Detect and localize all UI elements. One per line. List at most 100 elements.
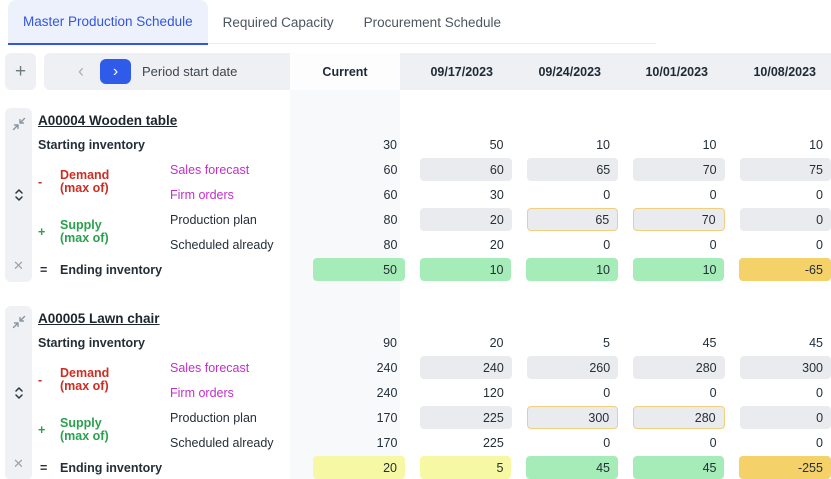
production-plan-row: Production plan 170 225 300 280 0: [32, 405, 831, 430]
chevron-right-icon: ›: [112, 62, 119, 80]
minus-sign: -: [38, 175, 43, 189]
production-plan-row: Production plan 80 20 65 70 0: [32, 207, 831, 232]
sales-forecast-cell[interactable]: 60: [420, 158, 512, 181]
ending-inventory-cell: 10: [419, 258, 512, 281]
sales-forecast-cell[interactable]: 65: [526, 158, 619, 181]
product-title[interactable]: A00005 Lawn chair: [38, 310, 160, 326]
add-product-button[interactable]: +: [5, 53, 36, 90]
next-period-button[interactable]: ›: [100, 59, 131, 84]
tabbar-divider: [8, 43, 656, 44]
sort-arrows-icon: [14, 387, 23, 399]
period-start-date-label: Period start date: [142, 64, 238, 79]
firm-orders-cell: 0: [603, 385, 611, 400]
starting-inventory-cell: 50: [489, 137, 504, 152]
toolbar: + ‹ › Period start date Current 09/17/20…: [0, 53, 831, 90]
scheduled-already-cell: 20: [489, 237, 504, 252]
ending-inventory-cell-warning: 20: [313, 456, 405, 479]
scheduled-already-cell: 170: [376, 435, 398, 450]
sales-forecast-cell[interactable]: 70: [633, 158, 725, 181]
starting-inventory-cell: 10: [809, 137, 823, 152]
collapse-section-button[interactable]: [12, 117, 26, 131]
scheduled-already-cell: 0: [709, 435, 717, 450]
tab-master-production-schedule[interactable]: Master Production Schedule: [8, 0, 208, 45]
product-title[interactable]: A00004 Wooden table: [38, 112, 178, 128]
production-plan-cell[interactable]: 0: [739, 406, 831, 429]
close-icon: ✕: [13, 456, 24, 471]
sales-forecast-cell[interactable]: 75: [739, 158, 831, 181]
production-plan-cell[interactable]: 0: [739, 208, 831, 231]
tab-procurement-schedule[interactable]: Procurement Schedule: [363, 15, 501, 30]
production-plan-cell-highlighted[interactable]: 300: [526, 406, 619, 429]
previous-period-button[interactable]: ‹: [70, 53, 92, 90]
production-plan-cell[interactable]: 20: [420, 208, 512, 231]
supply-group-label: + Supply (max of): [36, 207, 216, 257]
reorder-handle[interactable]: [12, 386, 26, 400]
sales-forecast-cell: 240: [376, 360, 398, 375]
firm-orders-row: Firm orders 240 120 0 0 0: [32, 380, 831, 405]
row-gutter: ✕: [5, 306, 32, 479]
demand-group-label: - Demand (max of): [36, 157, 216, 207]
starting-inventory-row: Starting inventory 90 20 5 45 45: [32, 330, 831, 355]
ending-inventory-label-text: Ending inventory: [60, 460, 163, 475]
ending-inventory-cell: 10: [526, 258, 618, 281]
supply-label-line2: (max of): [60, 231, 109, 245]
delete-product-button[interactable]: ✕: [12, 259, 26, 273]
reorder-handle[interactable]: [12, 188, 26, 202]
plus-icon: +: [14, 60, 27, 82]
product-section-a00004: ✕ - Demand (max of) + Supply (max of) A0…: [0, 108, 831, 282]
product-section-a00005: ✕ - Demand (max of) + Supply (max of) A0…: [0, 306, 831, 479]
demand-label-line1: Demand: [60, 366, 110, 380]
scheduled-already-row: Scheduled already 170 225 0 0 0: [32, 430, 831, 455]
firm-orders-row: Firm orders 60 30 0 0 0: [32, 182, 831, 207]
sales-forecast-label: Sales forecast: [170, 360, 250, 375]
production-plan-cell-highlighted[interactable]: 65: [526, 208, 619, 231]
scheduled-already-cell: 0: [816, 237, 823, 252]
equals-sign: =: [40, 262, 48, 277]
firm-orders-cell: 30: [489, 187, 504, 202]
ending-inventory-cell: 45: [632, 456, 725, 479]
scheduled-already-row: Scheduled already 80 20 0 0 0: [32, 232, 831, 257]
sales-forecast-row: Sales forecast 60 60 65 70 75: [32, 157, 831, 182]
sales-forecast-cell[interactable]: 280: [633, 356, 725, 379]
supply-group-label: + Supply (max of): [36, 405, 216, 455]
ending-inventory-row: = Ending inventory 50 10 10 10 -65: [32, 257, 831, 282]
toolbar-bar: ‹ › Period start date Current 09/17/2023…: [44, 53, 831, 90]
firm-orders-cell: 60: [383, 187, 398, 202]
starting-inventory-cell: 90: [383, 335, 397, 350]
demand-label-line2: (max of): [60, 181, 109, 195]
ending-inventory-cell-warning: 5: [419, 456, 512, 479]
collapse-section-button[interactable]: [12, 315, 26, 329]
delete-product-button[interactable]: ✕: [12, 457, 26, 471]
scheduled-already-cell: 80: [383, 237, 398, 252]
row-gutter: ✕: [5, 108, 32, 282]
chevron-left-icon: ‹: [78, 61, 84, 81]
tab-required-capacity[interactable]: Required Capacity: [222, 15, 334, 30]
ending-inventory-label: = Ending inventory: [32, 461, 298, 475]
minus-sign: -: [38, 373, 43, 387]
ending-inventory-cell: 45: [526, 456, 618, 479]
starting-inventory-cell: 30: [383, 137, 397, 152]
sales-forecast-cell[interactable]: 260: [526, 356, 619, 379]
collapse-icon: [12, 117, 25, 131]
scheduled-already-cell: 0: [816, 435, 823, 450]
production-plan-cell[interactable]: 225: [420, 406, 512, 429]
equals-sign: =: [40, 460, 48, 475]
firm-orders-cell: 120: [482, 385, 504, 400]
demand-group-label: - Demand (max of): [36, 355, 216, 405]
sales-forecast-row: Sales forecast 240 240 260 280 300: [32, 355, 831, 380]
ending-inventory-label: = Ending inventory: [32, 263, 298, 277]
scheduled-already-cell: 0: [709, 237, 717, 252]
column-header-date-2: 09/24/2023: [538, 64, 601, 79]
starting-inventory-cell: 5: [603, 335, 610, 350]
firm-orders-cell: 0: [816, 385, 823, 400]
production-plan-cell-highlighted[interactable]: 280: [633, 406, 725, 429]
scheduled-already-label: Scheduled already: [170, 237, 274, 252]
firm-orders-cell: 0: [816, 187, 823, 202]
production-plan-cell-highlighted[interactable]: 70: [633, 208, 725, 231]
production-plan-label: Production plan: [170, 410, 257, 425]
sales-forecast-cell[interactable]: 240: [420, 356, 512, 379]
scheduled-already-cell: 0: [603, 237, 611, 252]
column-header-date-1: 09/17/2023: [430, 64, 493, 79]
sales-forecast-cell[interactable]: 300: [739, 356, 831, 379]
